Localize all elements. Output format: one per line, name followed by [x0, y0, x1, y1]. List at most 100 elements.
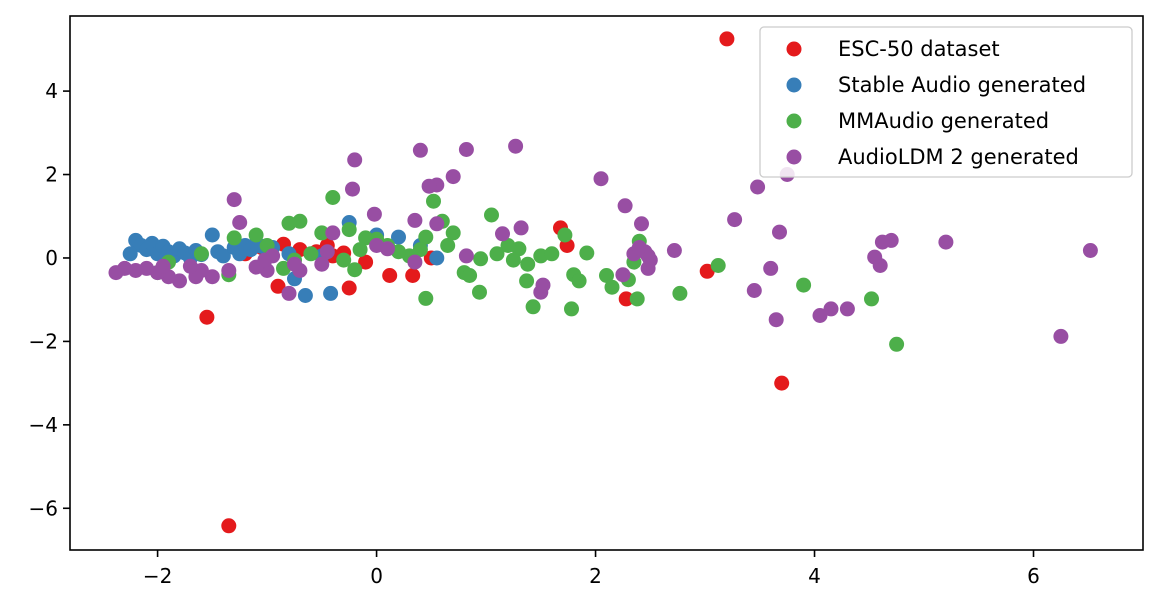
data-point	[155, 258, 171, 274]
data-point	[193, 246, 209, 262]
plot-frame	[69, 15, 1144, 551]
data-point	[281, 285, 297, 301]
data-point	[226, 192, 242, 208]
data-point	[763, 260, 779, 276]
data-point	[445, 225, 461, 241]
data-point	[796, 277, 812, 293]
data-point	[341, 222, 357, 238]
x-tick-label: 0	[370, 564, 383, 588]
data-point	[221, 518, 237, 534]
legend-item: MMAudio generated	[786, 109, 1049, 133]
data-point	[544, 246, 560, 262]
data-point	[867, 249, 883, 265]
y-tick-label: 2	[45, 163, 58, 187]
legend-marker	[786, 113, 802, 129]
data-point	[634, 216, 649, 232]
legend-item: Stable Audio generated	[786, 73, 1086, 97]
series-3	[108, 138, 1098, 344]
x-tick-label: 2	[589, 564, 602, 588]
data-point	[631, 240, 647, 255]
data-point	[642, 252, 658, 268]
data-point	[599, 268, 614, 283]
data-point	[426, 193, 441, 209]
data-point	[325, 225, 341, 241]
y-tick-label: 4	[45, 79, 58, 103]
data-point	[281, 215, 297, 231]
y-tick-label: −4	[29, 413, 58, 437]
data-point	[839, 301, 855, 317]
data-point	[358, 230, 374, 246]
legend-marker	[786, 41, 802, 57]
legend-item: ESC-50 dataset	[786, 37, 1000, 61]
data-point	[615, 267, 631, 283]
data-point	[440, 238, 456, 253]
data-point	[421, 178, 437, 194]
legend-label: ESC-50 dataset	[838, 37, 1000, 61]
data-point	[303, 246, 319, 262]
data-point	[341, 280, 357, 296]
legend-label: AudioLDM 2 generated	[838, 145, 1079, 169]
data-point	[505, 252, 521, 268]
data-point	[412, 242, 428, 258]
data-point	[618, 291, 634, 307]
x-tick-label: −2	[143, 564, 172, 588]
legend-box	[759, 26, 1133, 178]
data-point	[823, 301, 839, 317]
x-axis: −2 0 2 4 6	[143, 550, 1040, 588]
data-point	[270, 278, 286, 294]
data-point	[508, 138, 524, 154]
data-point	[369, 238, 385, 253]
data-point	[418, 290, 434, 306]
data-point	[727, 212, 743, 228]
data-point	[458, 142, 474, 157]
data-point	[215, 248, 231, 264]
data-point	[405, 268, 421, 283]
data-point	[812, 308, 828, 323]
data-point	[248, 227, 264, 243]
data-point	[535, 277, 551, 293]
legend-marker	[786, 77, 802, 93]
data-point	[407, 254, 423, 270]
data-point	[323, 285, 339, 301]
data-point	[108, 265, 124, 281]
data-point	[347, 152, 363, 168]
y-tick-label: 0	[45, 246, 58, 270]
data-point	[358, 254, 374, 270]
data-point	[874, 234, 890, 250]
y-axis: −6 −4 −2 0 2 4	[29, 79, 70, 520]
data-point	[774, 375, 790, 391]
data-point	[199, 309, 215, 325]
data-point	[226, 230, 242, 246]
data-point	[768, 312, 784, 328]
data-point	[571, 273, 587, 289]
data-point	[629, 291, 645, 307]
x-tick-label: 6	[1027, 564, 1040, 588]
data-point	[418, 229, 434, 245]
data-point	[352, 242, 368, 258]
legend: ESC-50 dataset Stable Audio generated MM…	[759, 26, 1133, 178]
data-point	[345, 181, 360, 197]
data-point	[489, 246, 505, 262]
data-point	[750, 179, 766, 195]
data-point	[297, 288, 313, 303]
data-point	[462, 268, 478, 283]
data-point	[445, 169, 461, 185]
data-point	[557, 227, 573, 243]
legend-item: AudioLDM 2 generated	[786, 145, 1079, 169]
data-point	[182, 258, 198, 274]
data-point	[429, 216, 445, 232]
data-point	[617, 198, 633, 214]
data-point	[122, 246, 138, 262]
data-point	[666, 243, 682, 258]
data-point	[710, 258, 726, 273]
data-point	[204, 227, 220, 243]
data-point	[336, 252, 352, 268]
series-2	[150, 190, 905, 352]
data-point	[232, 215, 248, 230]
data-point	[519, 273, 535, 289]
data-point	[366, 206, 382, 222]
data-point	[1082, 243, 1098, 258]
data-point	[699, 263, 715, 279]
data-point	[864, 291, 879, 307]
points-layer	[108, 31, 1098, 534]
